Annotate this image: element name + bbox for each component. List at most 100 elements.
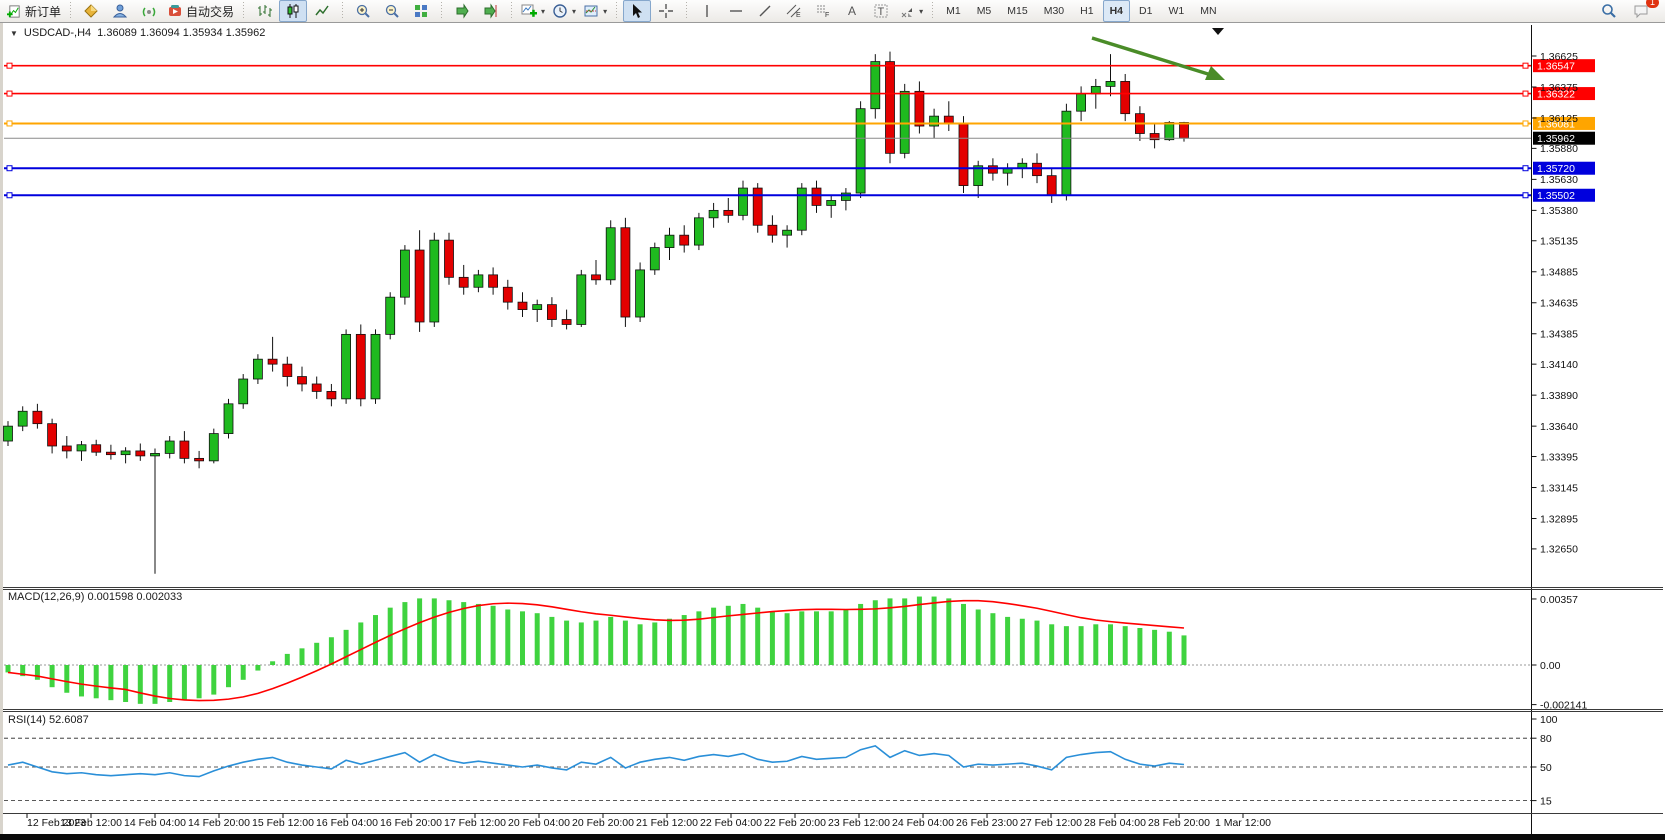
hline-endpoint-handle[interactable]: [6, 120, 13, 127]
macd-bar: [578, 622, 584, 665]
chart-dropdown-icon[interactable]: ▼: [10, 28, 18, 38]
macd-bar: [1122, 626, 1128, 665]
autoscroll-button[interactable]: [448, 0, 476, 22]
hline-price-label: [1533, 87, 1595, 101]
candle-body: [679, 234, 690, 246]
hline-endpoint-handle[interactable]: [6, 90, 13, 97]
chart-candles-button[interactable]: [279, 0, 308, 22]
text-label-icon: T: [874, 4, 888, 18]
svg-text:T: T: [878, 6, 885, 18]
timeframe-MN[interactable]: MN: [1200, 5, 1217, 17]
hline-endpoint-handle[interactable]: [1522, 120, 1529, 127]
timeframe-D1[interactable]: D1: [1139, 5, 1153, 17]
candle-body: [841, 192, 851, 201]
timeframe-W1[interactable]: W1: [1168, 5, 1185, 17]
hline-endpoint-handle[interactable]: [1522, 165, 1529, 172]
macd-bar: [681, 615, 687, 665]
hline-endpoint-handle[interactable]: [6, 192, 13, 199]
chart-shift-marker[interactable]: [1212, 28, 1224, 35]
vline-button[interactable]: [693, 0, 721, 22]
macd-bar: [520, 611, 525, 665]
hline-endpoint-handle[interactable]: [6, 165, 13, 172]
current-price-label-text: 1.35962: [1537, 133, 1575, 145]
candle-body: [179, 440, 190, 459]
autotrade-button[interactable]: 自动交易: [164, 0, 237, 22]
chart-line-button[interactable]: [308, 0, 336, 22]
hline-endpoint-handle[interactable]: [1522, 62, 1529, 69]
timeframe-M15[interactable]: M15: [1007, 5, 1028, 17]
hline-price-label-text: 1.35502: [1537, 190, 1575, 202]
hline-price-label: [1533, 188, 1595, 202]
hline-price-label: [1533, 116, 1595, 130]
market-watch-button[interactable]: [77, 0, 105, 22]
tile-windows-button[interactable]: [407, 0, 435, 22]
hline-endpoint-handle[interactable]: [1522, 90, 1529, 97]
time-axis-label: 12 Feb 2023: [27, 817, 86, 829]
candle-body: [355, 333, 366, 400]
indicators-icon: [521, 4, 538, 17]
candlestick-chart-icon: [287, 4, 299, 18]
macd-bar: [534, 613, 540, 665]
main-toolbar: 新订单 自动交易 ▾ ▾: [0, 0, 1665, 23]
fibonacci-button[interactable]: F: [809, 0, 837, 22]
text-label-button[interactable]: T: [867, 0, 895, 22]
candle-body: [1046, 175, 1057, 196]
clock-icon: [553, 4, 567, 18]
timeframe-M30[interactable]: M30: [1043, 5, 1065, 17]
chart-bars-button[interactable]: [250, 0, 278, 22]
indicators-button[interactable]: ▾: [518, 0, 548, 22]
cursor-button[interactable]: [623, 0, 652, 22]
macd-bar: [1137, 628, 1143, 665]
dropdown-arrow-icon: ▾: [541, 6, 546, 16]
dropdown-arrow-icon: ▾: [572, 6, 577, 16]
macd-axis-tick-label: 0.00: [1540, 660, 1561, 672]
candle-body: [664, 234, 675, 248]
macd-bar: [343, 629, 349, 665]
chat-button[interactable]: 1: [1627, 0, 1659, 22]
search-button[interactable]: [1595, 0, 1623, 22]
timeframe-M5[interactable]: M5: [976, 5, 992, 17]
svg-text:A: A: [848, 4, 856, 18]
macd-bar: [916, 596, 922, 665]
profile-button[interactable]: [106, 0, 134, 22]
timeframe-M1[interactable]: M1: [946, 5, 961, 17]
text-button[interactable]: A: [838, 0, 866, 22]
candle-body: [532, 304, 543, 310]
candle-body: [267, 358, 278, 365]
signals-button[interactable]: [135, 0, 163, 22]
rsi-axis-tick-label: 50: [1540, 762, 1552, 774]
chart-window-title: ▼ USDCAD-,H4 1.36089 1.36094 1.35934 1.3…: [10, 27, 265, 39]
zoom-in-button[interactable]: [349, 0, 377, 22]
timeframe-H1[interactable]: H1: [1080, 5, 1094, 17]
tile-windows-icon: [415, 5, 428, 17]
channel-button[interactable]: E: [780, 0, 808, 22]
new-order-button[interactable]: 新订单: [4, 0, 64, 22]
macd-bar: [417, 598, 423, 665]
candle-body: [135, 450, 146, 457]
templates-button[interactable]: ▾: [580, 0, 610, 22]
candle-body: [341, 333, 352, 400]
timeframe-H4[interactable]: H4: [1102, 0, 1131, 22]
time-axis-label: 24 Feb 04:00: [892, 817, 954, 829]
hline-endpoint-handle[interactable]: [6, 62, 13, 69]
macd-bar: [872, 600, 878, 665]
hline-button[interactable]: [722, 0, 750, 22]
macd-bar: [373, 615, 378, 665]
macd-bar: [196, 665, 202, 699]
chart-shift-button[interactable]: [477, 0, 505, 22]
arrows-button[interactable]: ▾: [896, 0, 926, 22]
periods-button[interactable]: ▾: [549, 0, 579, 22]
crosshair-button[interactable]: [652, 0, 680, 22]
trendline-button[interactable]: [751, 0, 779, 22]
zoom-out-button[interactable]: [378, 0, 406, 22]
hline-price-label-text: 1.36322: [1537, 88, 1575, 100]
price-axis-tick-label: 1.35630: [1540, 174, 1578, 186]
macd-bar: [226, 665, 231, 688]
trend-arrow-annotation[interactable]: [1091, 36, 1225, 80]
macd-bar: [902, 598, 908, 665]
time-axis-label: 16 Feb 04:00: [316, 817, 378, 829]
main-chart-plot[interactable]: [3, 25, 1531, 587]
macd-bar: [608, 616, 614, 665]
hline-endpoint-handle[interactable]: [1522, 192, 1529, 199]
